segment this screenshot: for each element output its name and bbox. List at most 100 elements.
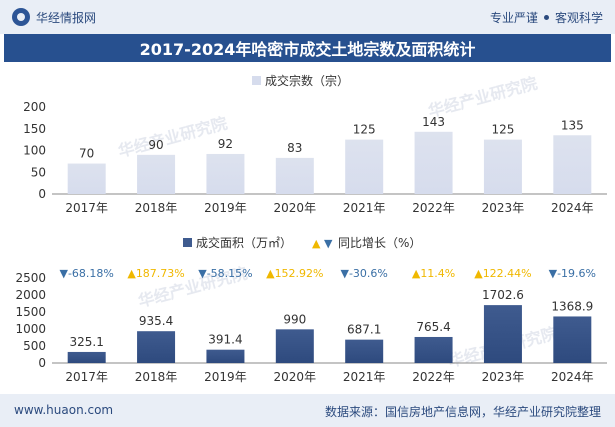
legend-label-area: 成交面积（万㎡） [196,235,292,250]
chart-title: 2017-2024年哈密市成交土地宗数及面积统计 [4,34,611,62]
x-tick-label: 2020年 [274,201,317,215]
slogan-right: 客观科学 [554,11,603,25]
arrow-down-icon: ▼ [549,267,558,280]
x-tick-label: 2018年 [135,201,178,215]
data-label-count: 70 [79,147,94,161]
bar-count [67,163,106,194]
footer: www.huaon.com 数据来源：国信房地产信息网，华经产业研究院整理 [0,394,615,427]
chart-count: 成交宗数（宗） 0 50 100 150 200 70 2017年 90 2018年 92 2019年… [23,73,607,215]
legend-label-count: 成交宗数（宗） [265,73,349,88]
growth-value: -30.6% [349,267,388,280]
data-label-area: 325.1 [70,335,104,349]
brand-name: 华经情报网 [36,10,97,25]
data-label-count: 125 [491,123,514,137]
legend-down-icon: ▼ [324,237,333,250]
arrow-down-icon: ▼ [340,267,349,280]
data-label-count: 135 [561,118,584,132]
data-label-count: 90 [148,138,163,152]
bar-area [206,349,245,363]
chart-area: 华经产业研究院华经产业研究院华经产业研究院华经产业研究院 成交宗数（宗）0501… [15,73,607,384]
x-tick-label: 2017年 [65,201,108,215]
data-label-area: 990 [283,312,306,326]
bar-count [483,139,522,194]
x-tick-label: 2019年 [204,370,247,384]
watermark-text: 华经产业研究院 [426,74,539,121]
data-label-area: 391.4 [208,333,242,347]
growth-label: ▼-68.18% [59,267,113,280]
bar-count [137,154,176,194]
arrow-up-icon: ▲ [474,267,483,280]
growth-label: ▲152.92% [266,267,323,280]
growth-value: -19.6% [557,267,596,280]
arrow-down-icon: ▼ [59,267,68,280]
bar-area [275,329,314,363]
bar-count [275,157,314,194]
data-label-count: 83 [287,141,302,155]
data-label-area: 935.4 [139,314,173,328]
data-source: 数据来源：国信房地产信息网，华经产业研究院整理 [324,405,601,419]
y-tick-label: 150 [23,122,46,136]
y-tick-label: 500 [23,339,46,353]
growth-label: ▲122.44% [474,267,531,280]
data-label-count: 125 [353,123,376,137]
logo-icon [12,8,30,26]
growth-value: -58.15% [207,267,253,280]
bar-count [553,135,592,194]
y-tick-label: 1500 [15,305,46,319]
x-tick-label: 2023年 [482,370,525,384]
legend-label-growth: 同比增长（%） [338,236,421,250]
bar-area [483,305,522,363]
y-tick-label: 2500 [15,271,46,285]
data-label-count: 92 [218,137,233,151]
bar-count [345,139,384,194]
data-label-area: 1702.6 [482,288,524,302]
y-tick-label: 0 [38,187,46,201]
arrow-up-icon: ▲ [127,267,136,280]
data-label-area: 1368.9 [551,299,593,313]
growth-value: 187.73% [136,267,185,280]
growth-label: ▼-30.6% [340,267,387,280]
y-tick-label: 2000 [15,288,46,302]
data-label-area: 765.4 [416,320,450,334]
bar-area [67,351,106,363]
x-tick-label: 2021年 [343,370,386,384]
watermark-text: 华经产业研究院 [116,114,229,161]
x-tick-label: 2021年 [343,201,386,215]
arrow-up-icon: ▲ [266,267,275,280]
y-tick-label: 100 [23,144,46,158]
x-tick-label: 2020年 [274,370,317,384]
y-tick-label: 200 [23,100,46,114]
bar-area [553,316,592,363]
data-label-area: 687.1 [347,323,381,337]
site-url[interactable]: www.huaon.com [14,403,114,417]
data-label-count: 143 [422,115,445,129]
x-tick-label: 2017年 [65,370,108,384]
x-tick-label: 2018年 [135,370,178,384]
arrow-up-icon: ▲ [412,267,421,280]
brand: 华经情报网 [12,8,96,26]
legend-swatch-count [252,76,261,85]
x-tick-label: 2022年 [412,370,455,384]
y-tick-label: 0 [38,356,46,370]
x-tick-label: 2024年 [551,370,594,384]
x-tick-label: 2024年 [551,201,594,215]
legend-up-icon: ▲ [312,237,321,250]
bar-area [345,339,384,363]
growth-value: -68.18% [68,267,114,280]
growth-label: ▲11.4% [412,267,455,280]
bar-area [137,331,176,363]
growth-value: 152.92% [275,267,324,280]
slogan-left: 专业严谨 [489,11,538,25]
header-bar: 华经情报网 专业严谨 客观科学 [0,0,615,34]
x-tick-label: 2022年 [412,201,455,215]
dot-icon [543,15,549,20]
x-tick-label: 2019年 [204,201,247,215]
growth-value: 11.4% [420,267,455,280]
legend-swatch-area [183,238,192,247]
growth-label: ▲187.73% [127,267,184,280]
bar-count [414,131,453,194]
y-tick-label: 1000 [15,322,46,336]
x-tick-label: 2023年 [482,201,525,215]
bar-count [206,153,245,194]
y-tick-label: 50 [31,165,46,179]
